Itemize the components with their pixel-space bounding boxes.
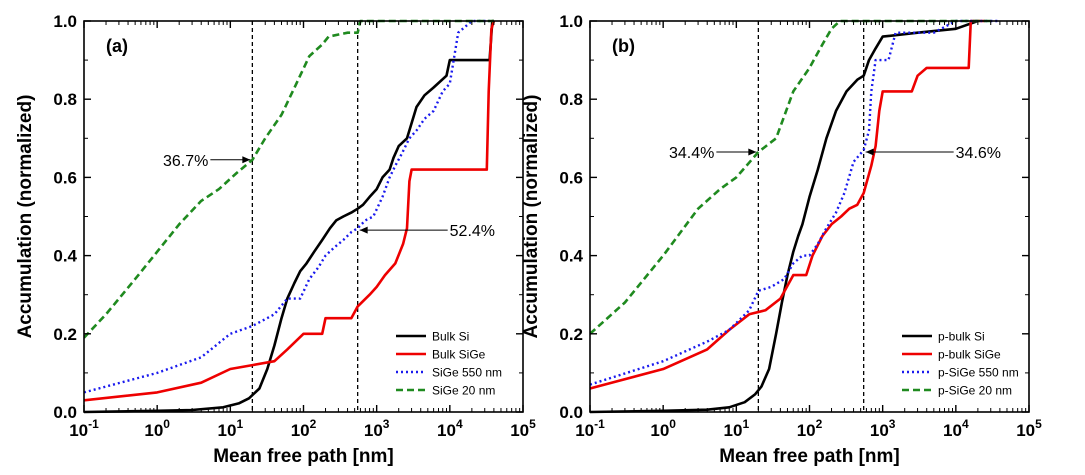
series-line — [84, 19, 494, 414]
panel-a: 10-1 100 101 102 103 104 1050.00.20.40.60.81.0… — [15, 12, 536, 467]
x-tick-base: 10 — [870, 421, 889, 440]
x-tick-exponent: 4 — [456, 417, 463, 431]
x-tick-base: 10 — [364, 421, 383, 440]
x-axis-title: Mean free path [nm] — [719, 446, 900, 467]
x-tick-base: 10 — [510, 421, 529, 440]
y-tick-label: 0.8 — [559, 90, 583, 109]
y-tick-label: 0.0 — [559, 403, 583, 422]
y-tick-label: 0.4 — [559, 247, 583, 266]
legend-label: p-bulk Si — [938, 330, 985, 344]
legend-label: SiGe 20 nm — [432, 384, 495, 398]
annotation-arrowhead — [748, 148, 757, 156]
x-tick-exponent: 5 — [529, 417, 536, 431]
y-axis-title: Accumulation (normalized) — [15, 95, 36, 339]
x-tick-label: 10-1 — [575, 417, 605, 440]
y-tick-label: 0.8 — [53, 90, 77, 109]
series-line — [590, 19, 979, 414]
x-tick-label: 105 — [1016, 417, 1042, 440]
x-tick-label: 104 — [943, 417, 969, 440]
y-tick-label: 1.0 — [559, 12, 583, 31]
legend-label: Bulk Si — [432, 330, 469, 344]
series-line — [84, 19, 494, 339]
x-tick-label: 103 — [364, 417, 390, 440]
x-tick-label: 100 — [650, 417, 676, 440]
legend-label: p-SiGe 550 nm — [938, 366, 1019, 380]
annotation-label: 52.4% — [450, 223, 495, 240]
x-tick-base: 10 — [69, 421, 88, 440]
annotation-label: 34.6% — [956, 145, 1001, 162]
series-line — [84, 20, 496, 402]
annotation-label: 36.7% — [163, 153, 208, 170]
x-tick-label: 101 — [218, 417, 244, 440]
x-tick-base: 10 — [575, 421, 594, 440]
panel-label: (a) — [106, 36, 128, 56]
x-tick-base: 10 — [797, 421, 816, 440]
x-tick-exponent: 3 — [889, 417, 896, 431]
legend-label: SiGe 550 nm — [432, 366, 502, 380]
y-axis-title: Accumulation (normalized) — [521, 95, 542, 339]
panel-label: (b) — [612, 36, 635, 56]
x-tick-exponent: 5 — [1035, 417, 1042, 431]
x-tick-base: 10 — [650, 421, 669, 440]
y-tick-label: 0.6 — [53, 168, 77, 187]
y-tick-label: 0.2 — [53, 325, 77, 344]
x-tick-label: 10-1 — [69, 417, 99, 440]
x-tick-exponent: -1 — [594, 417, 605, 431]
x-tick-exponent: 2 — [816, 417, 823, 431]
x-tick-exponent: 0 — [163, 417, 170, 431]
annotation-label: 34.4% — [669, 145, 714, 162]
x-tick-base: 10 — [724, 421, 743, 440]
y-tick-label: 0.6 — [559, 168, 583, 187]
x-tick-exponent: 1 — [742, 417, 749, 431]
x-tick-exponent: 4 — [962, 417, 969, 431]
legend-label: p-bulk SiGe — [938, 348, 1001, 362]
x-tick-exponent: -1 — [88, 417, 99, 431]
x-tick-base: 10 — [1016, 421, 1035, 440]
series-line — [590, 19, 985, 390]
series-line — [84, 19, 490, 394]
legend-label: p-SiGe 20 nm — [938, 384, 1012, 398]
x-tick-base: 10 — [218, 421, 237, 440]
x-tick-base: 10 — [437, 421, 456, 440]
x-tick-base: 10 — [291, 421, 310, 440]
panel-b: 10-1 100 101 102 103 104 1050.00.20.40.60.81.0… — [521, 12, 1042, 467]
x-tick-label: 105 — [510, 417, 536, 440]
y-tick-label: 0.0 — [53, 403, 77, 422]
annotation-arrowhead — [242, 156, 251, 164]
y-tick-label: 1.0 — [53, 12, 77, 31]
y-tick-label: 0.2 — [559, 325, 583, 344]
x-tick-exponent: 3 — [383, 417, 390, 431]
x-tick-exponent: 1 — [236, 417, 243, 431]
x-tick-label: 104 — [437, 417, 463, 440]
legend-label: Bulk SiGe — [432, 348, 486, 362]
x-tick-label: 101 — [724, 417, 750, 440]
x-tick-exponent: 2 — [310, 417, 317, 431]
series-line — [590, 19, 991, 335]
annotation-arrowhead — [865, 148, 874, 156]
x-tick-label: 102 — [797, 417, 823, 440]
x-tick-base: 10 — [144, 421, 163, 440]
x-tick-label: 103 — [870, 417, 896, 440]
x-tick-base: 10 — [943, 421, 962, 440]
x-tick-label: 102 — [291, 417, 317, 440]
annotation-arrowhead — [359, 226, 368, 234]
x-tick-exponent: 0 — [669, 417, 676, 431]
x-axis-title: Mean free path [nm] — [213, 446, 394, 467]
x-tick-label: 100 — [144, 417, 170, 440]
y-tick-label: 0.4 — [53, 247, 77, 266]
